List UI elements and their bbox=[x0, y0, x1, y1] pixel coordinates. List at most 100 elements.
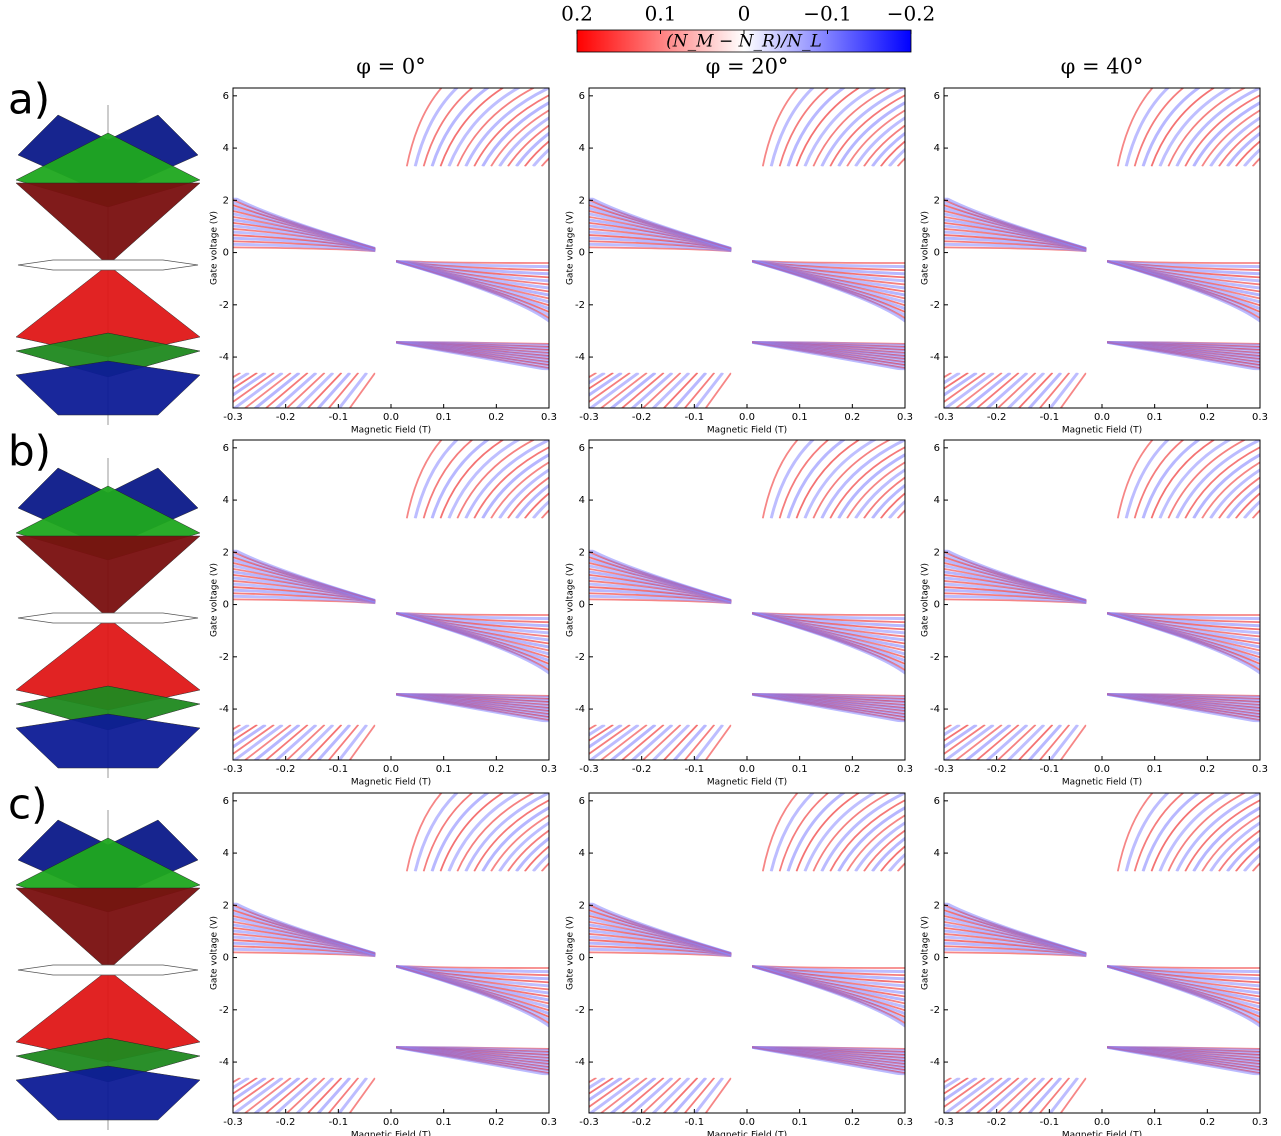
fan-stripe bbox=[906, 790, 1068, 871]
y-tick-label: 6 bbox=[934, 91, 940, 102]
y-tick-label: -2 bbox=[930, 652, 940, 663]
y-tick-label: 2 bbox=[223, 195, 229, 206]
fan-stripe bbox=[631, 725, 672, 762]
x-tick-label: -0.1 bbox=[329, 412, 349, 423]
x-axis-label: Magnetic Field (T) bbox=[351, 1131, 431, 1136]
fan-stripe bbox=[805, 437, 879, 518]
x-tick-label: 0.3 bbox=[1252, 764, 1268, 775]
y-tick-label: 4 bbox=[934, 143, 940, 154]
x-tick-label: -0.1 bbox=[1040, 412, 1060, 423]
y-tick-label: 6 bbox=[579, 443, 585, 454]
fan-region bbox=[747, 1046, 910, 1075]
fan-stripe bbox=[805, 790, 879, 871]
fan-stripe bbox=[550, 790, 712, 871]
x-tick-label: 0.3 bbox=[897, 412, 913, 423]
y-tick-label: 2 bbox=[579, 195, 585, 206]
x-tick-label: 0.0 bbox=[383, 1117, 399, 1128]
y-axis-label: Gate voltage (V) bbox=[921, 916, 931, 990]
y-tick-label: -4 bbox=[219, 704, 229, 715]
fan-stripe bbox=[1160, 437, 1234, 518]
fan-region bbox=[747, 341, 910, 370]
fan-stripe bbox=[533, 437, 680, 518]
x-axis-label: Magnetic Field (T) bbox=[351, 426, 431, 436]
fan-stripe bbox=[881, 725, 943, 762]
x-tick-label: 0.1 bbox=[792, 412, 808, 423]
x-axis-label: Magnetic Field (T) bbox=[1062, 1131, 1142, 1136]
x-tick-label: -0.3 bbox=[934, 764, 954, 775]
y-tick-label: -2 bbox=[930, 1005, 940, 1016]
colorbar-tick-label: 0 bbox=[738, 2, 751, 26]
fan-stripe bbox=[631, 373, 672, 410]
fan-region bbox=[526, 373, 731, 410]
fan-stripe bbox=[889, 85, 1036, 166]
fan-region bbox=[750, 612, 911, 677]
fan-stripe bbox=[275, 725, 316, 762]
fan-stripe bbox=[1261, 790, 1281, 871]
fan-stripe bbox=[898, 437, 1053, 518]
x-tick-label: 0.1 bbox=[436, 764, 452, 775]
x-axis-label: Magnetic Field (T) bbox=[707, 1131, 787, 1136]
panel: -0.3-0.2-0.10.00.10.20.3-4-20246Magnetic… bbox=[170, 85, 712, 435]
y-axis-label: Gate voltage (V) bbox=[566, 563, 576, 637]
fan-region bbox=[939, 546, 1100, 605]
x-tick-label: 0.1 bbox=[1147, 1117, 1163, 1128]
y-tick-label: -4 bbox=[219, 352, 229, 363]
y-tick-label: 4 bbox=[579, 143, 585, 154]
y-tick-label: 0 bbox=[223, 953, 229, 964]
fan-stripe bbox=[898, 85, 1053, 166]
fan-region bbox=[228, 546, 389, 605]
fan-stripe bbox=[536, 725, 596, 762]
y-tick-label: 0 bbox=[579, 953, 585, 964]
fan-region bbox=[750, 965, 911, 1030]
y-tick-label: -2 bbox=[219, 652, 229, 663]
x-axis-label: Magnetic Field (T) bbox=[707, 778, 787, 788]
fan-stripe bbox=[1261, 85, 1281, 166]
x-tick-label: 0.3 bbox=[541, 1117, 557, 1128]
x-tick-label: 0.0 bbox=[1094, 764, 1110, 775]
y-tick-label: 4 bbox=[579, 848, 585, 859]
fan-region bbox=[1105, 260, 1266, 325]
column-title: φ = 20° bbox=[706, 55, 789, 79]
fan-stripe bbox=[986, 1078, 1027, 1115]
x-tick-label: -0.2 bbox=[987, 1117, 1007, 1128]
fan-region bbox=[881, 373, 1086, 410]
fan-region bbox=[407, 790, 712, 871]
fan-region bbox=[763, 790, 1068, 871]
fan-region bbox=[763, 437, 1068, 518]
fan-stripe bbox=[542, 437, 697, 518]
x-tick-label: 0.3 bbox=[541, 764, 557, 775]
panel: -0.3-0.2-0.10.00.10.20.3-4-20246Magnetic… bbox=[170, 437, 712, 787]
figure: 0.20.10−0.1−0.2(N_M − N_R)/N_Lφ = 0°φ = … bbox=[0, 0, 1281, 1136]
y-tick-label: -2 bbox=[219, 1005, 229, 1016]
x-tick-label: -0.1 bbox=[685, 1117, 705, 1128]
x-tick-label: 0.2 bbox=[1199, 412, 1215, 423]
colorbar-tick-label: −0.2 bbox=[887, 2, 936, 26]
fan-stripe bbox=[763, 85, 800, 166]
fan-stripe bbox=[407, 790, 444, 871]
fan-region bbox=[747, 693, 910, 722]
fan-stripe bbox=[1028, 1078, 1061, 1115]
y-axis-label: Gate voltage (V) bbox=[566, 211, 576, 285]
band-surface bbox=[16, 714, 200, 768]
x-tick-label: 0.1 bbox=[436, 412, 452, 423]
x-tick-label: 0.2 bbox=[844, 412, 860, 423]
y-tick-label: 0 bbox=[223, 600, 229, 611]
panel: -0.3-0.2-0.10.00.10.20.3-4-20246Magnetic… bbox=[526, 85, 1068, 435]
fan-stripe bbox=[533, 790, 680, 871]
x-tick-label: -0.2 bbox=[987, 764, 1007, 775]
x-tick-label: -0.3 bbox=[934, 412, 954, 423]
band-surface bbox=[16, 1066, 200, 1120]
fan-region bbox=[584, 194, 745, 253]
fan-stripe bbox=[550, 85, 712, 166]
x-tick-label: -0.1 bbox=[685, 764, 705, 775]
fan-stripe bbox=[1118, 790, 1155, 871]
y-tick-label: 4 bbox=[934, 848, 940, 859]
brillouin-zone bbox=[18, 260, 198, 270]
fan-stripe bbox=[533, 85, 680, 166]
y-tick-label: 0 bbox=[223, 248, 229, 259]
x-tick-label: 0.1 bbox=[792, 1117, 808, 1128]
fan-stripe bbox=[763, 790, 800, 871]
x-tick-label: -0.2 bbox=[276, 764, 296, 775]
fan-stripe bbox=[889, 437, 1036, 518]
fan-stripe bbox=[631, 1078, 672, 1115]
